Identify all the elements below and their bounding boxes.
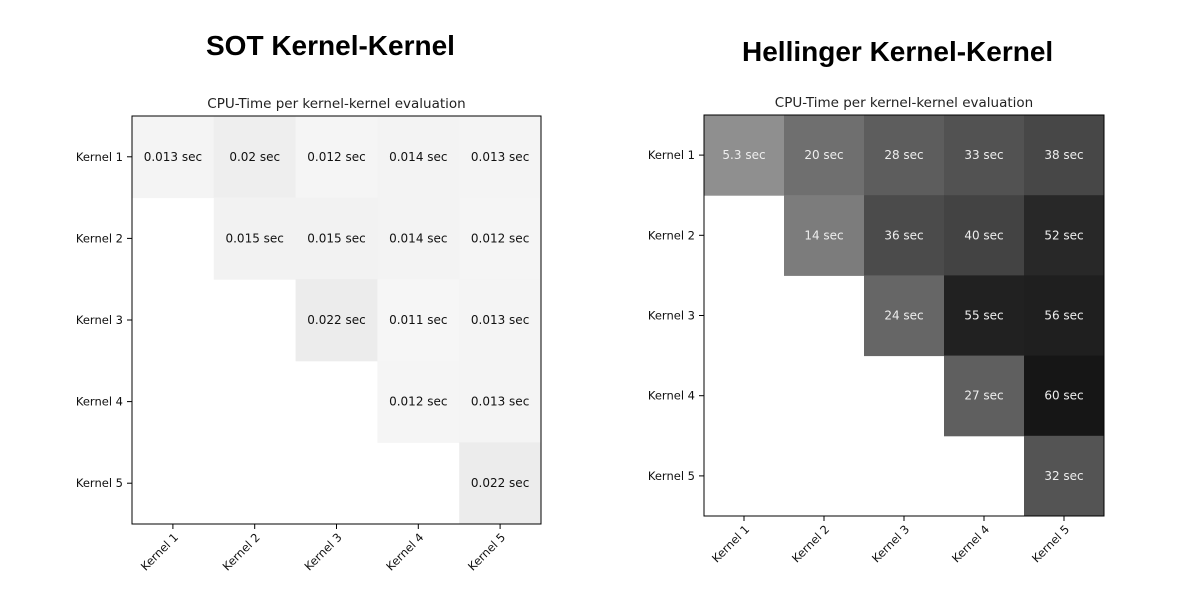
right-cell-label-r1-c1: 5.3 sec [722, 148, 765, 162]
right-y-tick-label-2: Kernel 2 [648, 228, 695, 242]
left-x-tick-label-2: Kernel 2 [220, 530, 263, 573]
left-heatmap-cell-r4-c4 [377, 360, 460, 443]
right-heatmap-cell-r2-c3 [864, 195, 945, 276]
left-y-tick-label-5: Kernel 5 [76, 476, 123, 490]
right-x-tick-label-1: Kernel 1 [709, 522, 752, 565]
right-cell-label-r1-c4: 33 sec [964, 148, 1003, 162]
left-x-tick-label-3: Kernel 3 [301, 530, 344, 573]
left-cell-label-r3-c5: 0.013 sec [471, 313, 529, 327]
right-heatmap-cell-r2-c2 [784, 195, 865, 276]
left-y-tick-label-4: Kernel 4 [76, 395, 123, 409]
left-chart-title: SOT Kernel-Kernel [206, 30, 455, 61]
left-heatmap-cell-r3-c5 [459, 279, 542, 362]
right-cell-label-r1-c5: 38 sec [1044, 148, 1083, 162]
right-heatmap-cell-r3-c5 [1024, 275, 1105, 357]
right-heatmap-cell-r4-c4 [944, 355, 1025, 437]
left-cell-label-r2-c4: 0.014 sec [389, 231, 447, 245]
left-cell-label-r4-c4: 0.012 sec [389, 395, 447, 409]
right-y-tick-label-5: Kernel 5 [648, 469, 695, 483]
left-x-tick-label-1: Kernel 1 [138, 530, 181, 573]
right-cell-label-r2-c3: 36 sec [884, 228, 923, 242]
left-cell-label-r2-c5: 0.012 sec [471, 231, 529, 245]
left-heatmap-cell-r2-c3 [295, 197, 378, 280]
right-heatmap-cell-r3-c4 [944, 275, 1025, 357]
right-chart-title: Hellinger Kernel-Kernel [742, 36, 1054, 67]
right-cell-label-r5-c5: 32 sec [1044, 469, 1083, 483]
right-cell-label-r3-c3: 24 sec [884, 309, 923, 323]
right-cell-label-r3-c5: 56 sec [1044, 309, 1083, 323]
left-heatmap-cell-r1-c3 [295, 116, 378, 199]
left-heatmap-cell-r2-c5 [459, 197, 542, 280]
right-x-tick-label-2: Kernel 2 [789, 522, 832, 565]
right-cell-label-r1-c3: 28 sec [884, 148, 923, 162]
left-x-tick-label-4: Kernel 4 [383, 530, 426, 573]
right-heatmap-cell-r3-c3 [864, 275, 945, 357]
right-heatmap-cell-r2-c4 [944, 195, 1025, 276]
left-chart-subtitle: CPU-Time per kernel-kernel evaluation [207, 96, 465, 112]
left-heatmap-cell-r1-c5 [459, 116, 542, 199]
left-heatmap-cell-r3-c4 [377, 279, 460, 362]
left-heatmap-cell-r1-c4 [377, 116, 460, 199]
left-cell-label-r2-c2: 0.015 sec [225, 231, 283, 245]
left-y-tick-label-3: Kernel 3 [76, 313, 123, 327]
right-cell-label-r3-c4: 55 sec [964, 309, 1003, 323]
right-y-tick-label-1: Kernel 1 [648, 148, 695, 162]
left-heatmap-cell-r1-c2 [213, 116, 297, 199]
left-cell-label-r3-c4: 0.011 sec [389, 313, 447, 327]
left-cell-label-r1-c4: 0.014 sec [389, 150, 447, 164]
right-heatmap-cell-r1-c1 [704, 115, 785, 196]
right-cell-label-r2-c4: 40 sec [964, 228, 1003, 242]
left-cell-label-r5-c5: 0.022 sec [471, 476, 529, 490]
right-heatmap-cell-r1-c4 [944, 115, 1025, 196]
left-cell-label-r3-c3: 0.022 sec [307, 313, 365, 327]
left-x-tick-label-5: Kernel 5 [465, 530, 508, 573]
right-y-tick-label-4: Kernel 4 [648, 389, 695, 403]
left-cell-label-r2-c3: 0.015 sec [307, 231, 365, 245]
left-heatmap-cell-r3-c3 [295, 279, 378, 362]
left-y-tick-label-1: Kernel 1 [76, 150, 123, 164]
right-cell-label-r4-c5: 60 sec [1044, 389, 1083, 403]
right-x-tick-label-4: Kernel 4 [949, 522, 992, 565]
left-cell-label-r1-c5: 0.013 sec [471, 150, 529, 164]
right-heatmap-cell-r4-c5 [1024, 355, 1105, 437]
right-cell-label-r1-c2: 20 sec [804, 148, 843, 162]
right-heatmap-cell-r1-c2 [784, 115, 865, 196]
right-heatmap-cell-r5-c5 [1024, 435, 1105, 517]
right-y-tick-label-3: Kernel 3 [648, 309, 695, 323]
left-heatmap-cell-r5-c5 [459, 442, 542, 525]
right-heatmap-cell-r1-c3 [864, 115, 945, 196]
left-heatmap-cell-r2-c2 [213, 197, 297, 280]
right-chart-subtitle: CPU-Time per kernel-kernel evaluation [775, 95, 1033, 111]
left-y-tick-label-2: Kernel 2 [76, 231, 123, 245]
left-cell-label-r4-c5: 0.013 sec [471, 395, 529, 409]
right-x-tick-label-3: Kernel 3 [869, 522, 912, 565]
left-heatmap-cell-r2-c4 [377, 197, 460, 280]
right-x-tick-label-5: Kernel 5 [1029, 522, 1072, 565]
left-heatmap-cell-r4-c5 [459, 360, 542, 443]
left-cell-label-r1-c3: 0.012 sec [307, 150, 365, 164]
right-heatmap-cell-r2-c5 [1024, 195, 1105, 276]
left-heatmap-cell-r1-c1 [132, 116, 215, 199]
left-cell-label-r1-c2: 0.02 sec [229, 150, 280, 164]
right-cell-label-r4-c4: 27 sec [964, 389, 1003, 403]
right-heatmap-cell-r1-c5 [1024, 115, 1105, 196]
left-cell-label-r1-c1: 0.013 sec [144, 150, 202, 164]
right-cell-label-r2-c2: 14 sec [804, 228, 843, 242]
right-cell-label-r2-c5: 52 sec [1044, 228, 1083, 242]
